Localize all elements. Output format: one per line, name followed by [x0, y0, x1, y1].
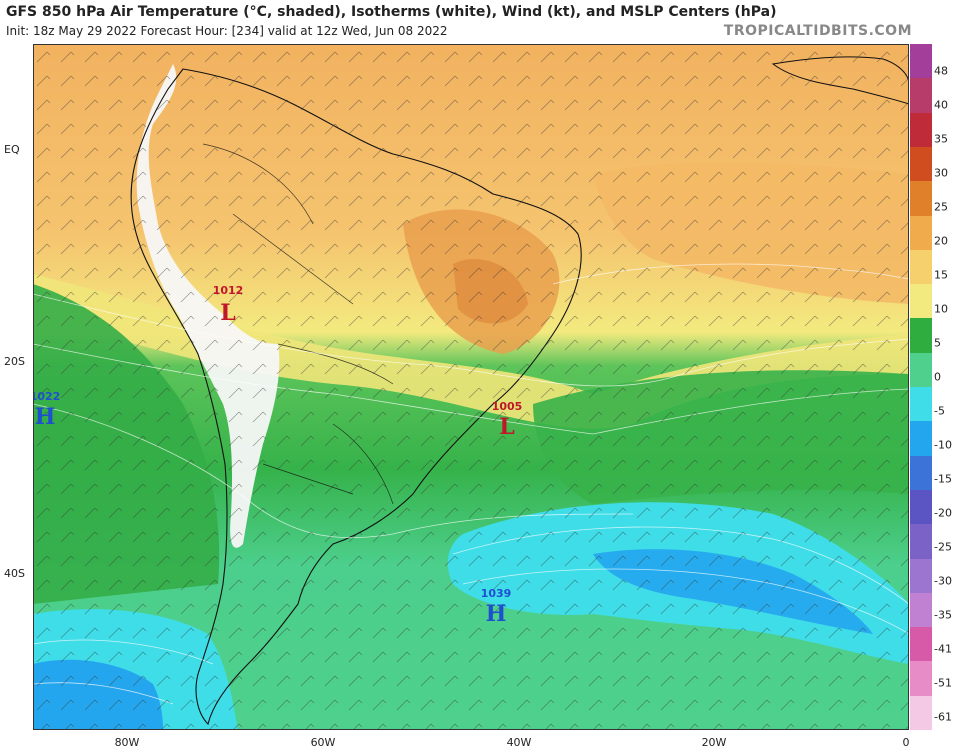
pressure-value: 1022	[33, 390, 60, 403]
pressure-value: 1005	[492, 400, 523, 413]
low-symbol: L	[220, 300, 235, 326]
colorbar-segment	[910, 249, 932, 285]
wind-barbs	[33, 44, 909, 730]
colorbar-segment	[910, 455, 932, 491]
colorbar-segment	[910, 387, 932, 422]
lon-label-60w: 60W	[310, 736, 336, 749]
temperature-map: 1012 L 1022 H 1005 L 1039 H	[33, 44, 909, 730]
temperature-colorbar	[910, 44, 932, 731]
colorbar-segment	[910, 112, 932, 148]
colorbar-label: 35	[934, 132, 948, 146]
colorbar-label: 0	[934, 370, 941, 384]
pressure-center-low-1005: 1005 L	[492, 400, 523, 440]
colorbar-label: -35	[934, 608, 952, 622]
high-symbol: H	[486, 601, 507, 627]
lon-label-20w: 20W	[701, 736, 727, 749]
colorbar-label: -61	[934, 710, 952, 724]
lat-label-20s: 20S	[4, 355, 25, 368]
colorbar-label: 20	[934, 234, 948, 248]
colorbar-label: -10	[934, 438, 952, 452]
colorbar-segment	[910, 524, 932, 559]
pressure-center-high-1039: 1039 H	[481, 587, 512, 627]
colorbar-segment	[910, 558, 932, 594]
colorbar-segment	[910, 592, 932, 628]
colorbar-segment	[910, 146, 932, 182]
lon-label-0: 0	[902, 736, 910, 749]
pressure-center-high-1022: 1022 H	[33, 390, 60, 430]
colorbar-segment	[910, 284, 932, 319]
colorbar-label: -5	[934, 404, 945, 418]
colorbar-label: -30	[934, 574, 952, 588]
lat-label-eq: EQ	[4, 143, 20, 156]
brand-watermark: TROPICALTIDBITS.COM	[723, 23, 912, 39]
colorbar-segment	[910, 421, 932, 457]
lon-label-80w: 80W	[114, 736, 140, 749]
colorbar-segment	[910, 489, 932, 525]
colorbar-segment	[910, 318, 932, 354]
colorbar-label: 30	[934, 166, 948, 180]
low-symbol: L	[499, 414, 514, 440]
colorbar-label: -51	[934, 676, 952, 690]
colorbar-label: 10	[934, 302, 948, 316]
pressure-center-low-1012: 1012 L	[213, 284, 244, 326]
lat-label-40s: 40S	[4, 567, 25, 580]
high-symbol: H	[35, 404, 56, 430]
colorbar-label: 5	[934, 336, 941, 350]
colorbar-label: -41	[934, 642, 952, 656]
colorbar-label: 15	[934, 268, 948, 282]
colorbar-label: 48	[934, 64, 948, 78]
lon-label-40w: 40W	[506, 736, 532, 749]
colorbar-segment	[910, 215, 932, 251]
colorbar-label: -15	[934, 472, 952, 486]
map-subtitle: Init: 18z May 29 2022 Forecast Hour: [23…	[6, 24, 448, 38]
pressure-value: 1039	[481, 587, 512, 600]
colorbar-segment	[910, 627, 932, 662]
colorbar-segment	[910, 352, 932, 388]
colorbar-segment	[910, 78, 932, 114]
colorbar-label: -20	[934, 506, 952, 520]
pressure-value: 1012	[213, 284, 244, 297]
colorbar-segment	[910, 44, 932, 79]
colorbar-label: 40	[934, 98, 948, 112]
map-title: GFS 850 hPa Air Temperature (°C, shaded)…	[6, 4, 777, 20]
colorbar-segment	[910, 181, 932, 216]
colorbar-segment	[910, 661, 932, 697]
colorbar-segment	[910, 695, 932, 731]
colorbar-label: 25	[934, 200, 948, 214]
colorbar-label: -25	[934, 540, 952, 554]
